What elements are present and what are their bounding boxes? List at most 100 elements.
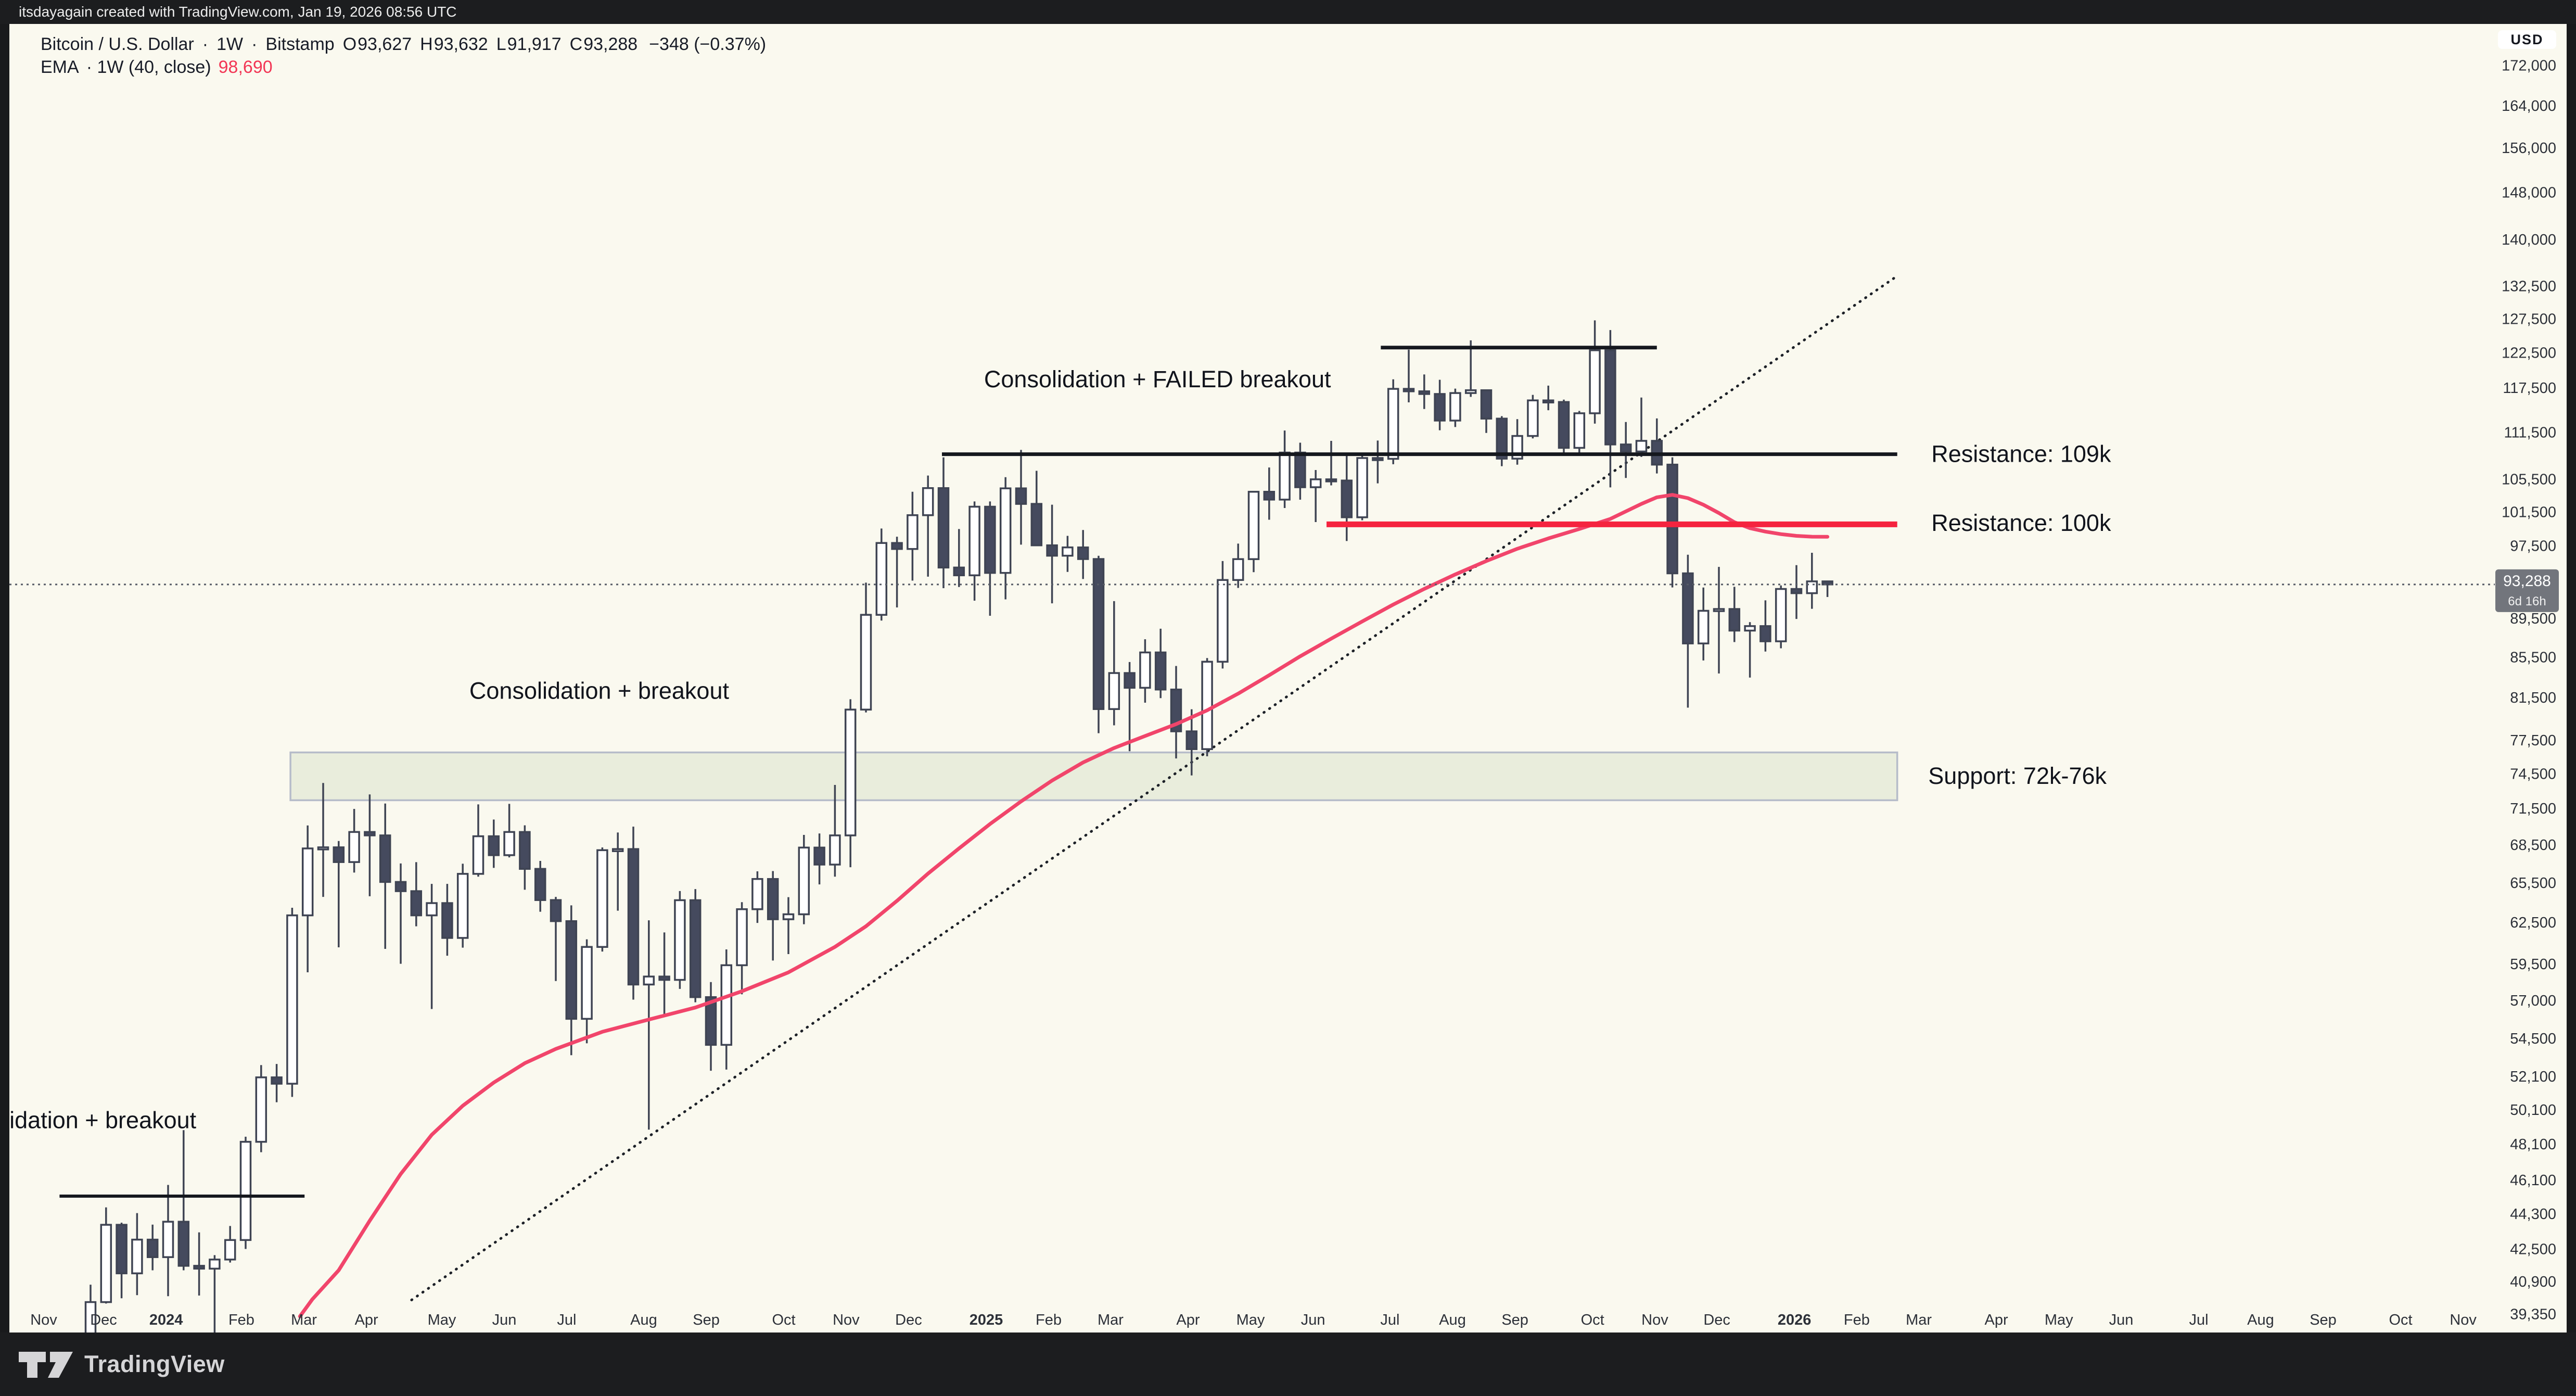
month-label[interactable]: Jul [1380,1312,1399,1328]
candle-body [519,831,531,870]
candle-body [1372,457,1384,461]
candle [1790,565,1803,619]
month-label[interactable]: Jun [2109,1312,2134,1328]
candle [1062,536,1074,572]
candle-body [1309,478,1322,488]
candle [1496,416,1508,466]
month-label[interactable]: Aug [1439,1312,1466,1328]
candle-body [1635,440,1648,453]
price-tick: 54,500 [2510,1031,2556,1047]
month-label[interactable]: Apr [355,1312,378,1328]
month-label[interactable]: Nov [30,1312,57,1328]
candle-body [751,878,763,910]
candle-body [1154,651,1167,691]
last-price-badge[interactable] [2495,569,2559,612]
month-label[interactable]: 2024 [149,1312,183,1328]
candle [239,1136,252,1249]
month-label[interactable]: Dec [1703,1312,1730,1328]
month-label[interactable]: Mar [291,1312,317,1328]
candle-body [1558,401,1570,449]
candle-body [984,505,996,574]
month-label[interactable]: Dec [895,1312,922,1328]
candle [1418,374,1431,409]
month-label[interactable]: Nov [1641,1312,1668,1328]
candle [1449,388,1461,427]
bar-countdown: 6d 16h [2508,594,2546,608]
candle-body [1247,491,1260,560]
interval-label[interactable]: 1W [216,34,244,54]
month-label[interactable]: Dec [90,1312,117,1328]
month-label[interactable]: May [1236,1312,1265,1328]
candle-body [84,1301,97,1332]
month-label[interactable]: Oct [1581,1312,1604,1328]
candle [674,891,686,989]
candle-body [1666,463,1678,575]
month-label[interactable]: Nov [2450,1312,2477,1328]
candle-body [720,964,733,1046]
month-label[interactable]: Oct [2389,1312,2412,1328]
candle-body [1449,392,1461,422]
price-tick: 111,500 [2504,424,2556,441]
month-label[interactable]: Jul [557,1312,576,1328]
month-label[interactable]: Jun [492,1312,517,1328]
candle [611,832,624,911]
candle [1464,340,1477,397]
tradingview-logo-icon[interactable] [17,1349,74,1380]
month-label[interactable]: May [428,1312,456,1328]
candle [131,1213,143,1296]
symbol-name[interactable]: Bitcoin / U.S. Dollar [41,34,194,54]
chart-surface[interactable] [9,24,2567,1332]
candle-body [100,1224,112,1303]
price-tick: 65,500 [2510,875,2556,892]
candle-body [193,1265,205,1270]
month-label[interactable]: Apr [1176,1312,1200,1328]
candle [1527,395,1539,439]
price-tick: 52,100 [2510,1069,2556,1085]
candle-body [177,1221,190,1267]
tradingview-logo-text[interactable]: TradingView [84,1351,225,1377]
candle [1697,587,1710,661]
candle [1728,587,1741,642]
candle [1651,418,1663,474]
month-label[interactable]: Feb [1844,1312,1870,1328]
month-label[interactable]: May [2045,1312,2073,1328]
candle [891,537,903,607]
month-label[interactable]: 2025 [970,1312,1003,1328]
candle-body [1062,546,1074,557]
candle-body [1279,451,1291,501]
month-label[interactable]: Sep [1501,1312,1528,1328]
candle [1434,379,1446,430]
month-label[interactable]: Sep [693,1312,720,1328]
candle-body [503,831,515,856]
month-label[interactable]: Aug [630,1312,657,1328]
candle-body [534,868,546,901]
candle-body [611,848,624,852]
month-label[interactable]: Feb [1036,1312,1062,1328]
candle [301,825,314,972]
month-label[interactable]: Jun [1301,1312,1325,1328]
month-label[interactable]: Nov [833,1312,860,1328]
month-label[interactable]: Mar [1098,1312,1124,1328]
candle-body [798,846,810,916]
month-label[interactable]: Jul [2189,1312,2208,1328]
candle-body [1015,487,1027,505]
candle-body [441,902,453,939]
indicator-name[interactable]: EMA [41,57,79,77]
candle [658,932,670,1016]
price-tick: 42,500 [2510,1241,2556,1258]
month-label[interactable]: Sep [2310,1312,2337,1328]
month-label[interactable]: Aug [2247,1312,2274,1328]
candle [550,897,562,981]
month-label[interactable]: Oct [772,1312,795,1328]
candle [426,884,438,1009]
month-label[interactable]: Feb [228,1312,254,1328]
month-label[interactable]: Mar [1906,1312,1932,1328]
exchange-label[interactable]: Bitstamp [265,34,335,54]
currency-badge[interactable]: USD [2498,30,2556,49]
candle-body [1682,572,1694,644]
month-label[interactable]: 2026 [1778,1312,1812,1328]
candle-body [239,1140,252,1241]
month-label[interactable]: Apr [1985,1312,2008,1328]
candle-body [209,1259,221,1270]
